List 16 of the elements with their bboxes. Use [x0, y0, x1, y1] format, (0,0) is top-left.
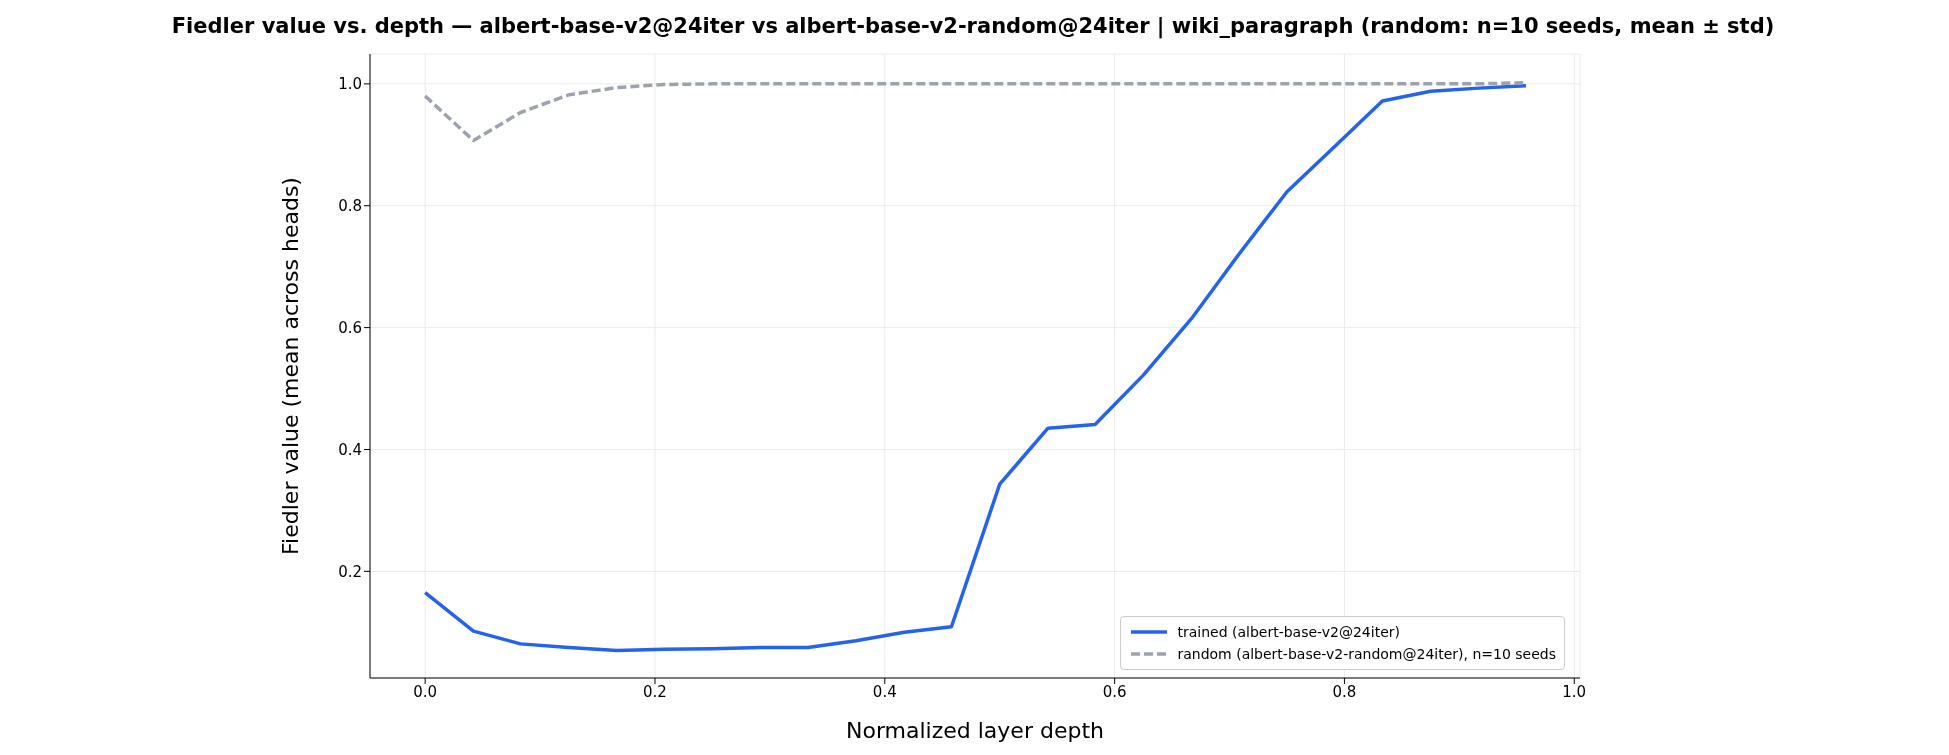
y-tick-label: 0.8	[338, 197, 362, 216]
x-tick-label: 0.0	[413, 682, 438, 701]
legend-label: trained (albert-base-v2@24iter)	[1177, 623, 1400, 642]
x-tick-label: 0.4	[872, 682, 897, 701]
y-axis-title: Fiedler value (mean across heads)	[277, 177, 303, 555]
y-tick-label: 0.6	[338, 318, 362, 337]
x-tick-label: 0.6	[1102, 682, 1127, 701]
legend-label: random (albert-base-v2-random@24iter), n=10 seeds	[1177, 645, 1556, 664]
y-tick-label: 1.0	[338, 75, 362, 94]
x-axis-title: Normalized layer depth	[846, 718, 1104, 743]
x-tick-label: 1.0	[1562, 682, 1587, 701]
x-tick-label: 0.8	[1332, 682, 1357, 701]
y-tick-label: 0.4	[338, 440, 362, 459]
chart-title: Fiedler value vs. depth — albert-base-v2@24iter vs albert-base-v2-random@24iter | wiki_paragraph (random: n=10 seeds, mean ± std)	[170, 13, 1776, 41]
y-tick-label: 0.2	[338, 562, 362, 581]
x-tick-label: 0.2	[643, 682, 667, 701]
